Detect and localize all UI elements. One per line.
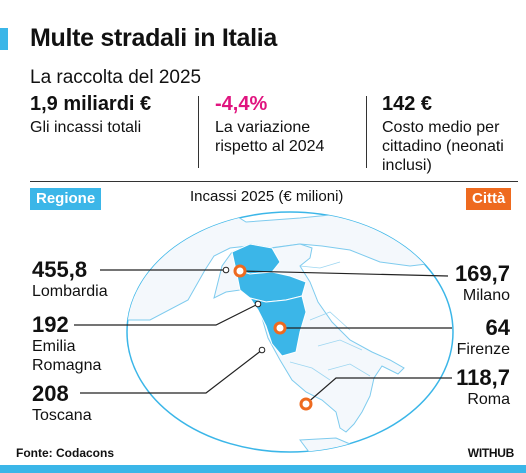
emilia-romagna-point xyxy=(254,300,262,308)
roma-marker xyxy=(299,397,313,411)
city-name: Milano xyxy=(462,287,510,304)
stat-divider xyxy=(366,96,367,168)
city-tag: Città xyxy=(466,188,512,210)
sicily-land xyxy=(299,437,351,452)
milano-marker xyxy=(233,264,247,278)
page-title: Multe stradali in Italia xyxy=(30,24,278,52)
city-value: 64 xyxy=(485,315,510,340)
stat-variation: -4,4% La variazione rispetto al 2024 xyxy=(215,93,365,156)
lombardia-point xyxy=(222,266,230,274)
leader-line-toscana xyxy=(80,349,263,394)
map-title: Incassi 2025 (€ milioni) xyxy=(190,188,344,205)
stat-value: -4,4% xyxy=(215,93,268,115)
region-value: 455,8 xyxy=(32,257,88,282)
leader-line-milano xyxy=(239,270,449,277)
city-value: 169,7 xyxy=(454,261,510,286)
stat-label: Gli incassi totali xyxy=(30,119,142,136)
label-roma: 118,7 Roma xyxy=(456,366,510,409)
firenze-marker xyxy=(273,321,287,335)
section-divider xyxy=(30,181,518,182)
stat-value: 142 € xyxy=(382,93,433,115)
source-note: Fonte: Codacons xyxy=(16,446,114,460)
region-name: Lombardia xyxy=(32,283,108,300)
leader-line-roma xyxy=(305,377,452,405)
stat-divider xyxy=(198,96,199,168)
stat-average-cost: 142 € Costo medio per cittadino (neonati… xyxy=(382,93,522,175)
label-lombardia: 455,8 Lombardia xyxy=(32,258,108,301)
region-value: 208 xyxy=(32,381,69,406)
city-name: Roma xyxy=(467,391,510,408)
city-name: Firenze xyxy=(456,341,510,358)
label-firenze: 64 Firenze xyxy=(457,316,510,359)
title-accent-bar xyxy=(0,28,8,50)
bottom-accent-bar xyxy=(0,465,526,473)
region-name: Toscana xyxy=(32,407,92,424)
region-value: 192 xyxy=(32,312,69,337)
stat-label: Costo medio per cittadino (neonati inclu… xyxy=(382,119,504,174)
neighbor-land xyxy=(127,212,453,321)
region-name: Emilia Romagna xyxy=(32,338,102,374)
region-tag: Regione xyxy=(30,188,102,210)
city-value: 118,7 xyxy=(456,365,510,390)
label-toscana: 208 Toscana xyxy=(32,382,92,425)
stat-value: 1,9 miliardi € xyxy=(30,93,152,115)
region-borders xyxy=(289,261,371,381)
label-milano: 169,7 Milano xyxy=(455,262,510,305)
leader-line-emilia-romagna xyxy=(74,303,259,326)
page-subtitle: La raccolta del 2025 xyxy=(30,67,202,88)
stat-total-income: 1,9 miliardi € Gli incassi totali xyxy=(30,93,180,137)
brand-logo: WITHUB xyxy=(467,446,515,460)
stat-label: La variazione rispetto al 2024 xyxy=(215,119,325,155)
toscana-point xyxy=(258,346,266,354)
label-emilia-romagna: 192 Emilia Romagna xyxy=(32,313,122,375)
